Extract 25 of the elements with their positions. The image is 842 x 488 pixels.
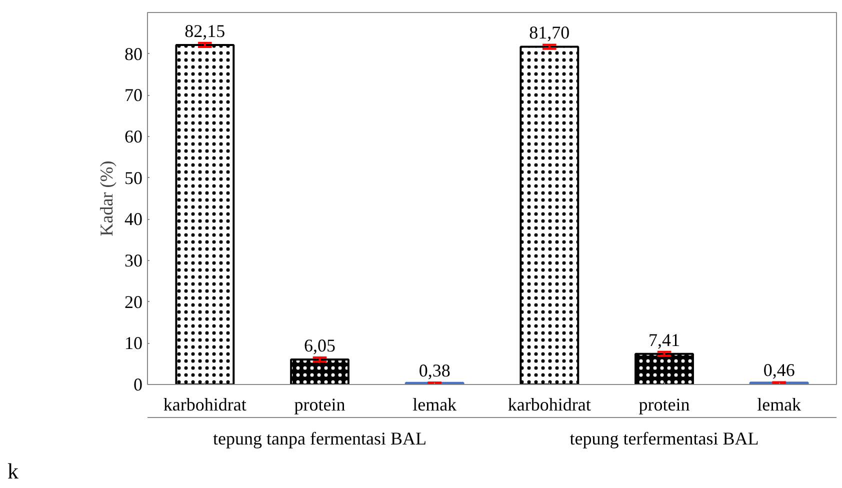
x-tick-label: protein bbox=[294, 394, 346, 414]
text: tepung tanpa fermentasi BAL bbox=[213, 428, 426, 448]
y-tick-label: 70 bbox=[124, 85, 142, 106]
y-tick-label: 80 bbox=[124, 44, 142, 64]
y-tick-label: 20 bbox=[124, 292, 142, 312]
data-label: 81,70 bbox=[529, 22, 570, 43]
x-tick-label: lemak bbox=[757, 394, 802, 414]
y-tick-label: 40 bbox=[124, 209, 142, 230]
x-tick-label: karbohidrat bbox=[163, 394, 246, 414]
y-tick-label: 10 bbox=[124, 333, 142, 354]
x-tick-label: karbohidrat bbox=[508, 394, 591, 414]
text: k bbox=[8, 458, 18, 484]
x-tick-label: protein bbox=[638, 394, 690, 414]
data-label: 0,38 bbox=[418, 360, 450, 381]
y-tick-label: 60 bbox=[124, 126, 142, 146]
data-label: 82,15 bbox=[184, 20, 226, 41]
y-tick-label: 50 bbox=[124, 168, 142, 188]
data-label: 7,41 bbox=[648, 330, 680, 350]
text: tepung terfermentasi BAL bbox=[570, 428, 759, 448]
data-label: 0,46 bbox=[763, 360, 795, 380]
x-tick-label: lemak bbox=[412, 394, 457, 414]
y-tick-label: 30 bbox=[124, 250, 142, 270]
data-label: 6,05 bbox=[304, 335, 336, 356]
y-axis-title: Kadar (%) bbox=[96, 160, 116, 236]
y-tick-label: 0 bbox=[134, 374, 142, 394]
